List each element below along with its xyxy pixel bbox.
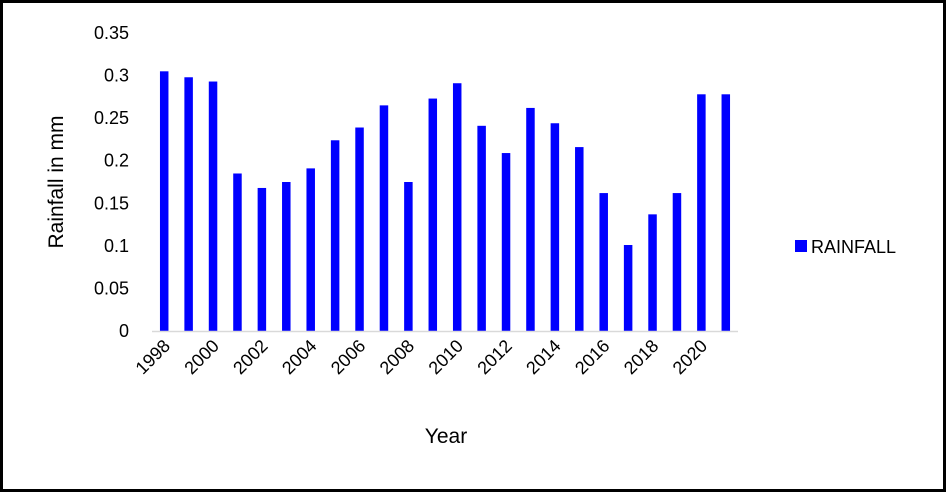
bar-2003 xyxy=(282,182,291,331)
y-tick-label: 0 xyxy=(119,321,129,341)
legend-label-rainfall: RAINFALL xyxy=(811,237,896,257)
legend: RAINFALL xyxy=(795,237,896,257)
bar-1998 xyxy=(159,71,169,331)
x-tick-label: 2016 xyxy=(571,336,613,378)
bar-2013 xyxy=(526,107,535,332)
bar-2016 xyxy=(599,193,608,331)
bar-2000 xyxy=(208,81,218,331)
x-tick-label: 2004 xyxy=(278,336,320,378)
bar-2004 xyxy=(306,168,315,331)
y-axis-title: Rainfall in mm xyxy=(45,115,68,248)
y-tick-label: 0.05 xyxy=(94,278,129,298)
x-tick-labels: 1998 2000 2002 2004 2006 2008 2010 2012 2014 2016… xyxy=(132,336,712,378)
y-tick-label: 0.25 xyxy=(94,108,129,128)
x-tick-label: 2020 xyxy=(669,336,711,378)
bar-2011 xyxy=(477,125,486,331)
y-tick-label: 0.35 xyxy=(94,23,129,43)
y-tick-labels: 0.35 0.3 0.25 0.2 0.15 0.1 0.05 0 xyxy=(94,23,129,341)
bar-2008 xyxy=(404,182,413,331)
bar-2007 xyxy=(379,105,389,332)
x-tick-label: 2012 xyxy=(473,336,515,378)
legend-swatch xyxy=(795,240,807,252)
x-tick-label: 2018 xyxy=(620,336,662,378)
y-tick-label: 0.15 xyxy=(94,193,129,213)
bar-2015 xyxy=(575,147,584,331)
x-tick-label: 2014 xyxy=(522,336,564,378)
x-axis-title: Year xyxy=(425,425,467,448)
y-tick-label: 0.3 xyxy=(104,66,129,86)
bar-2009 xyxy=(428,98,438,331)
bar-2017 xyxy=(623,245,633,331)
bar-2010 xyxy=(452,83,462,331)
x-tick-label: 2002 xyxy=(229,336,271,378)
bar-2014 xyxy=(550,123,560,331)
x-tick-label: 2010 xyxy=(425,336,467,378)
bar-2019 xyxy=(672,193,682,331)
x-tick-label: 1998 xyxy=(132,336,174,378)
bar-2018 xyxy=(648,214,657,331)
bar-2020 xyxy=(697,94,706,331)
x-tick-label: 2006 xyxy=(327,336,369,378)
bar-2005 xyxy=(330,140,340,331)
x-tick-label: 2000 xyxy=(180,336,222,378)
y-tick-label: 0.2 xyxy=(104,151,129,171)
bar-2012 xyxy=(501,153,511,331)
x-tick-label: 2008 xyxy=(376,336,418,378)
bar-2006 xyxy=(355,127,364,331)
bar-2002 xyxy=(257,187,267,331)
bar-2021 xyxy=(721,94,731,331)
y-tick-label: 0.1 xyxy=(104,236,129,256)
bars-group xyxy=(159,71,731,332)
bar-2001 xyxy=(233,173,242,331)
bar-1999 xyxy=(184,77,193,332)
